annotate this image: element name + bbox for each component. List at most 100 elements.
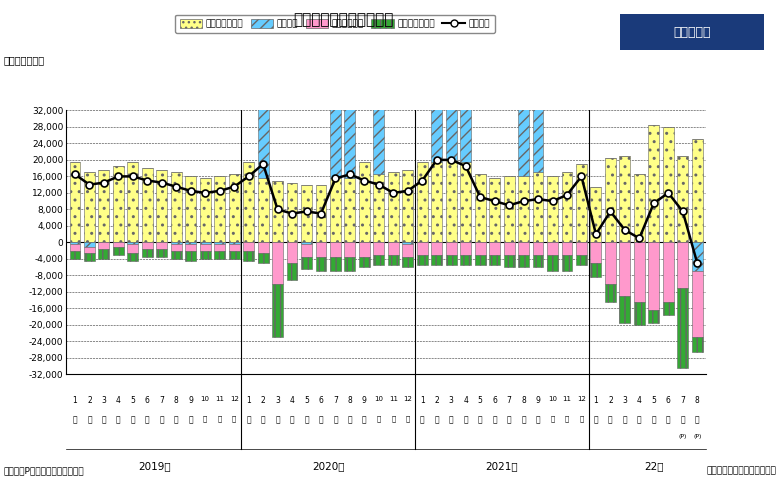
Bar	[547, 255, 558, 271]
Text: 9: 9	[536, 396, 541, 405]
Text: 1: 1	[420, 396, 424, 405]
Bar	[200, 251, 211, 259]
Bar	[69, 162, 80, 242]
Text: 5: 5	[304, 396, 309, 405]
Bar	[692, 139, 703, 242]
Bar	[127, 252, 138, 261]
Bar	[562, 172, 573, 242]
Text: 月: 月	[203, 415, 207, 422]
Text: 10: 10	[200, 396, 210, 402]
Text: 2019年: 2019年	[138, 461, 171, 471]
Bar	[460, 162, 471, 242]
Text: 月: 月	[637, 415, 642, 424]
Text: 月: 月	[189, 415, 193, 424]
Bar	[200, 242, 211, 244]
Bar	[504, 242, 515, 255]
Bar	[316, 257, 326, 271]
Bar	[345, 257, 356, 271]
Bar	[446, 242, 456, 255]
Bar	[692, 337, 703, 352]
Text: (P): (P)	[693, 434, 701, 439]
Bar	[677, 242, 688, 288]
Bar	[286, 263, 297, 279]
Bar	[576, 164, 587, 242]
Point	[604, 208, 617, 216]
Text: 月: 月	[246, 415, 251, 424]
Text: 3: 3	[101, 396, 106, 405]
Bar	[243, 251, 254, 261]
Bar	[402, 170, 413, 242]
Bar	[200, 179, 211, 242]
Bar	[272, 284, 283, 337]
Bar	[374, 255, 385, 265]
Point	[271, 205, 284, 213]
Text: 月: 月	[695, 415, 700, 424]
Bar	[156, 170, 167, 242]
Bar	[417, 255, 427, 265]
Text: 月: 月	[116, 415, 121, 424]
Text: 月: 月	[73, 415, 77, 424]
Bar	[156, 249, 167, 257]
Text: 月: 月	[434, 415, 439, 424]
Text: 11: 11	[562, 396, 572, 402]
Text: 月: 月	[362, 415, 367, 424]
Bar	[518, 242, 529, 255]
Text: 2: 2	[434, 396, 439, 405]
Legend: 第一次所得収支, 貿易収支, サービス収支, 第二次所得収支, 経常収支: 第一次所得収支, 貿易収支, サービス収支, 第二次所得収支, 経常収支	[176, 14, 495, 33]
Bar	[446, 59, 456, 160]
Bar	[113, 242, 124, 247]
Text: 月: 月	[392, 415, 395, 422]
Point	[214, 187, 226, 195]
Bar	[388, 172, 399, 242]
Bar	[186, 251, 197, 261]
Text: 11: 11	[389, 396, 398, 402]
Bar	[215, 244, 225, 251]
Bar	[388, 255, 399, 265]
Text: 2: 2	[608, 396, 613, 405]
Text: 7: 7	[507, 396, 512, 405]
Point	[691, 259, 704, 267]
Text: 6: 6	[666, 396, 671, 405]
Text: 月: 月	[333, 415, 338, 424]
Text: 月: 月	[275, 415, 280, 424]
Text: 3: 3	[448, 396, 454, 405]
Text: 月: 月	[232, 415, 236, 422]
Text: 5: 5	[477, 396, 483, 405]
Point	[633, 234, 646, 242]
Text: 2020年: 2020年	[312, 461, 345, 471]
Text: 月: 月	[304, 415, 309, 424]
Bar	[677, 288, 688, 368]
Bar	[98, 170, 109, 242]
Text: 月: 月	[580, 415, 583, 422]
Text: 月: 月	[651, 415, 656, 424]
Bar	[547, 176, 558, 242]
Point	[373, 181, 385, 189]
Point	[69, 170, 81, 178]
Bar	[359, 162, 370, 242]
Text: 2: 2	[261, 396, 265, 405]
Bar	[215, 176, 225, 242]
Bar	[547, 242, 558, 255]
Text: 月: 月	[101, 415, 106, 424]
Bar	[186, 242, 197, 244]
Bar	[142, 242, 153, 249]
Bar	[460, 242, 471, 255]
Bar	[504, 255, 515, 267]
Bar	[533, 98, 544, 172]
Bar	[84, 172, 95, 242]
Text: 8: 8	[348, 396, 353, 405]
Text: 7: 7	[159, 396, 165, 405]
Point	[402, 187, 414, 195]
Text: 月: 月	[536, 415, 541, 424]
Bar	[634, 174, 645, 242]
Text: 月: 月	[622, 415, 627, 424]
Text: 7: 7	[680, 396, 685, 405]
Bar	[301, 185, 312, 242]
Bar	[402, 242, 413, 244]
Text: 月: 月	[565, 415, 569, 422]
Bar	[215, 242, 225, 244]
Bar	[619, 156, 630, 242]
Bar	[171, 242, 182, 244]
Point	[619, 226, 631, 234]
Bar	[316, 185, 326, 242]
